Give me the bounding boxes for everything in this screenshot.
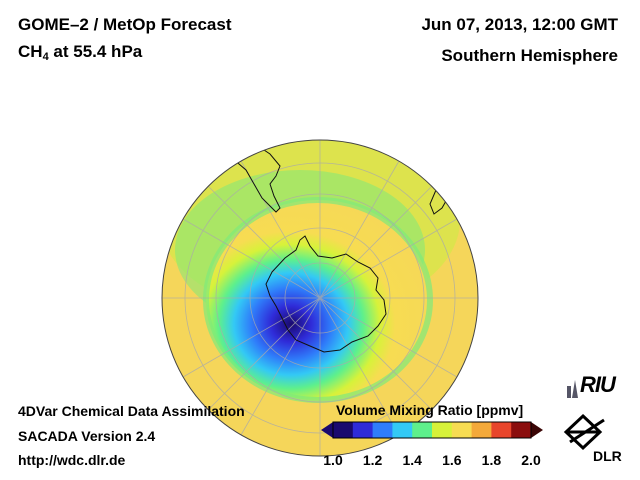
dlr-logo-icon xyxy=(563,413,605,451)
colorbar-segment xyxy=(471,422,492,438)
footer-line1: 4DVar Chemical Data Assimilation xyxy=(18,403,245,419)
colorbar-segment xyxy=(333,422,354,438)
colorbar-tick-label: 1.6 xyxy=(442,452,462,468)
colorbar-segment xyxy=(491,422,512,438)
region-label: Southern Hemisphere xyxy=(441,46,618,65)
colorbar-segment xyxy=(412,422,433,438)
colorbar-segment xyxy=(511,422,532,438)
colorbar-segment xyxy=(352,422,374,438)
colorbar-high-arrow xyxy=(531,422,543,438)
footer-line2: SACADA Version 2.4 xyxy=(18,428,156,444)
colorbar-tick-label: 1.0 xyxy=(323,452,343,468)
colorbar-segment xyxy=(432,422,453,438)
title-line2: CH4 at 55.4 hPa xyxy=(18,42,143,63)
footer-url[interactable]: http://wdc.dlr.de xyxy=(18,452,126,468)
colorbar-tick-label: 1.2 xyxy=(362,452,383,468)
colorbar xyxy=(321,421,543,439)
south-america-coast xyxy=(213,140,281,213)
colorbar-segment xyxy=(451,422,473,438)
globe-outline xyxy=(161,139,479,457)
dlr-logo-text: DLR xyxy=(593,448,622,464)
colorbar-low-arrow xyxy=(321,422,333,438)
colorbar-title: Volume Mixing Ratio [ppmv] xyxy=(336,402,524,418)
colorbar-segment xyxy=(372,422,393,438)
colorbar-tick-label: 1.8 xyxy=(481,452,502,468)
colorbar-tick-label: 1.4 xyxy=(402,452,422,468)
forecast-datetime: Jun 07, 2013, 12:00 GMT xyxy=(421,15,618,34)
riu-logo-icon xyxy=(567,380,578,398)
colorbar-tick-label: 2.0 xyxy=(521,452,541,468)
riu-logo-text: RIU xyxy=(580,372,616,397)
title-line1: GOME–2 / MetOp Forecast xyxy=(18,15,232,34)
colorbar-segment xyxy=(392,422,413,438)
antarctica-coast xyxy=(265,235,387,353)
